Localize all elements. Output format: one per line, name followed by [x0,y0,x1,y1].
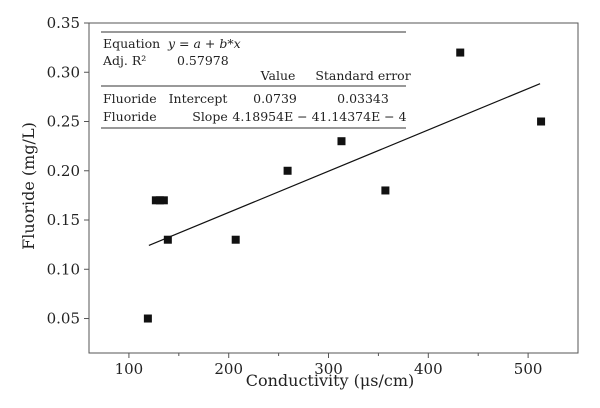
x-tick-label: 200 [214,360,243,378]
row2-stderr: 1.14374E − 4 [319,109,406,124]
data-point [537,117,546,126]
data-point [231,235,240,244]
header-standard-error: Standard error [315,68,410,83]
y-axis-title: Fluoride (mg/L) [19,122,38,250]
row2-series: Fluoride [103,109,157,124]
header-value: Value [260,68,296,83]
y-tick-label: 0.20 [47,162,80,180]
x-tick-label: 500 [514,360,543,378]
equation-text: y = a + b*x [167,36,241,51]
x-tick-label: 300 [314,360,343,378]
regression-line [148,83,541,247]
fit-line [148,83,541,247]
x-tick-label: 400 [414,360,443,378]
data-point [163,235,172,244]
y-tick-label: 0.30 [47,63,80,81]
y-tick-label: 0.10 [47,260,80,278]
row2-value: 4.18954E − 4 [232,109,319,124]
row2-param: Slope [192,109,228,124]
data-points [143,48,546,323]
data-point [381,186,390,195]
adj-r2-label: Adj. R² [102,53,146,68]
axes [88,22,579,354]
x-axis-title: Conductivity (μs/cm) [246,371,415,390]
data-point [159,196,168,205]
plot-frame [88,22,579,354]
data-point [143,314,152,323]
data-point [337,137,346,146]
equation-label: Equation [103,36,160,51]
row1-series: Fluoride [103,91,157,106]
y-tick-label: 0.15 [47,211,80,229]
y-tick-label: 0.05 [47,310,80,328]
row1-stderr: 0.03343 [337,91,389,106]
row1-value: 0.0739 [253,91,297,106]
data-point [283,166,292,175]
adj-r2-value: 0.57978 [177,53,229,68]
ticks: 100 200 300 400 500 0.05 0.10 0.15 0.20 0.25 0.30 0… [47,14,543,378]
y-tick-label: 0.25 [47,113,80,131]
regression-table: Equation y = a + b*x Adj. R² 0.57978 Val… [101,31,411,129]
row1-param: Intercept [169,91,228,106]
y-tick-label: 0.35 [47,14,80,32]
x-tick-label: 100 [115,360,144,378]
data-point [456,48,465,57]
